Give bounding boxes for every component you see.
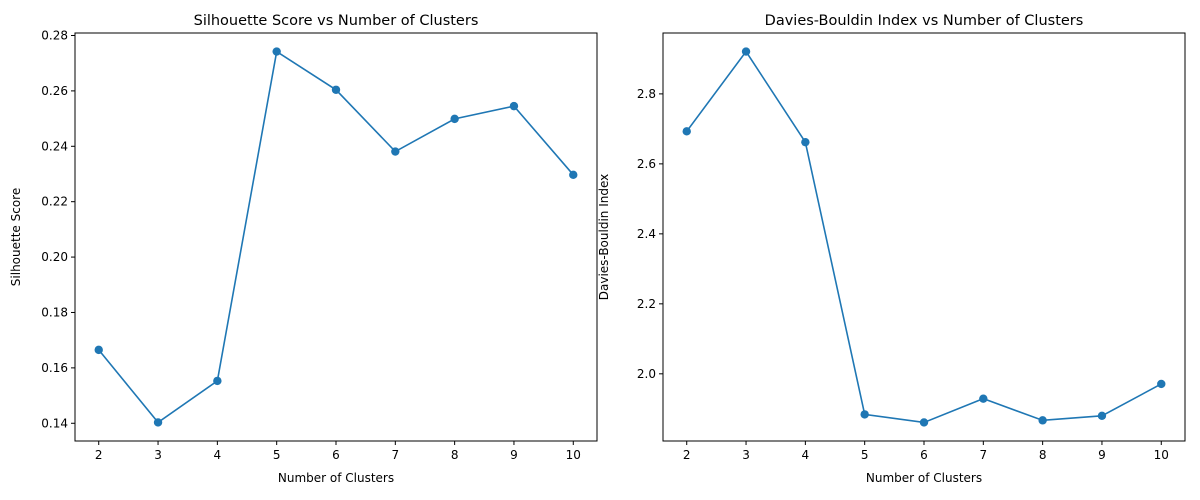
data-point: [1097, 411, 1107, 421]
y-tick-label: 0.16: [41, 361, 68, 375]
silhouette-chart: Silhouette Score vs Number of Clusters 2 3…: [9, 13, 598, 485]
data-point: [272, 47, 281, 56]
data-point: [919, 418, 929, 427]
x-tick-label: 9: [510, 448, 518, 462]
x-tick-label: 9: [1098, 448, 1106, 462]
x-tick-label: 6: [920, 448, 928, 462]
data-point: [682, 127, 691, 136]
y-tick-label: 2.4: [637, 227, 656, 241]
data-point: [509, 101, 519, 111]
x-axis-label: Number of Clusters: [278, 471, 394, 485]
series-line: [686, 50, 1162, 424]
data-point: [1157, 379, 1166, 389]
data-point: [391, 147, 400, 156]
y-tick-label: 2.2: [637, 297, 656, 311]
data-point: [213, 376, 222, 386]
data-point: [979, 394, 988, 403]
y-tick-label: 2.8: [637, 87, 656, 101]
plot-area-frame: [662, 32, 1186, 442]
x-tick-label: 5: [861, 448, 869, 462]
x-tick-label: 6: [332, 448, 340, 462]
data-point: [741, 47, 751, 56]
x-tick-label: 4: [802, 448, 810, 462]
y-tick-label: 0.28: [41, 28, 68, 42]
chart-title: Silhouette Score vs Number of Clusters: [194, 13, 479, 29]
y-tick-label: 2.6: [637, 157, 656, 171]
data-point: [450, 114, 459, 124]
y-tick-label: 0.14: [41, 416, 68, 430]
data-point: [153, 418, 163, 427]
x-tick-label: 5: [273, 448, 281, 462]
data-point: [94, 345, 103, 355]
data-point: [801, 137, 810, 147]
x-tick-label: 2: [683, 448, 691, 462]
x-tick-label: 10: [566, 448, 581, 462]
plot-area-frame: [74, 32, 598, 442]
x-tick-label: 2: [95, 448, 103, 462]
y-axis-label: Silhouette Score: [9, 188, 23, 286]
data-point: [569, 170, 578, 180]
x-axis-label: Number of Clusters: [866, 471, 982, 485]
x-tick-label: 3: [154, 448, 162, 462]
x-tick-label: 8: [1039, 448, 1047, 462]
y-axis-label: Davies-Bouldin Index: [597, 174, 611, 301]
y-tick-label: 0.24: [41, 139, 68, 153]
x-tick-label: 7: [979, 448, 987, 462]
chart-title: Davies-Bouldin Index vs Number of Cluste…: [765, 13, 1084, 29]
data-point: [1038, 416, 1047, 425]
y-tick-label: 0.18: [41, 305, 68, 319]
davies-bouldin-chart: Davies-Bouldin Index vs Number of Cluste…: [597, 13, 1186, 485]
y-tick-label: 2.0: [637, 367, 656, 381]
data-point: [860, 410, 869, 419]
y-tick-label: 0.26: [41, 84, 68, 98]
data-point: [331, 85, 341, 94]
y-tick-label: 0.22: [41, 195, 68, 209]
x-tick-label: 4: [214, 448, 222, 462]
x-tick-label: 7: [391, 448, 399, 462]
y-tick-label: 0.20: [41, 250, 68, 264]
x-tick-label: 8: [451, 448, 459, 462]
x-tick-label: 10: [1154, 448, 1169, 462]
series-line: [98, 50, 574, 424]
x-tick-label: 3: [742, 448, 750, 462]
